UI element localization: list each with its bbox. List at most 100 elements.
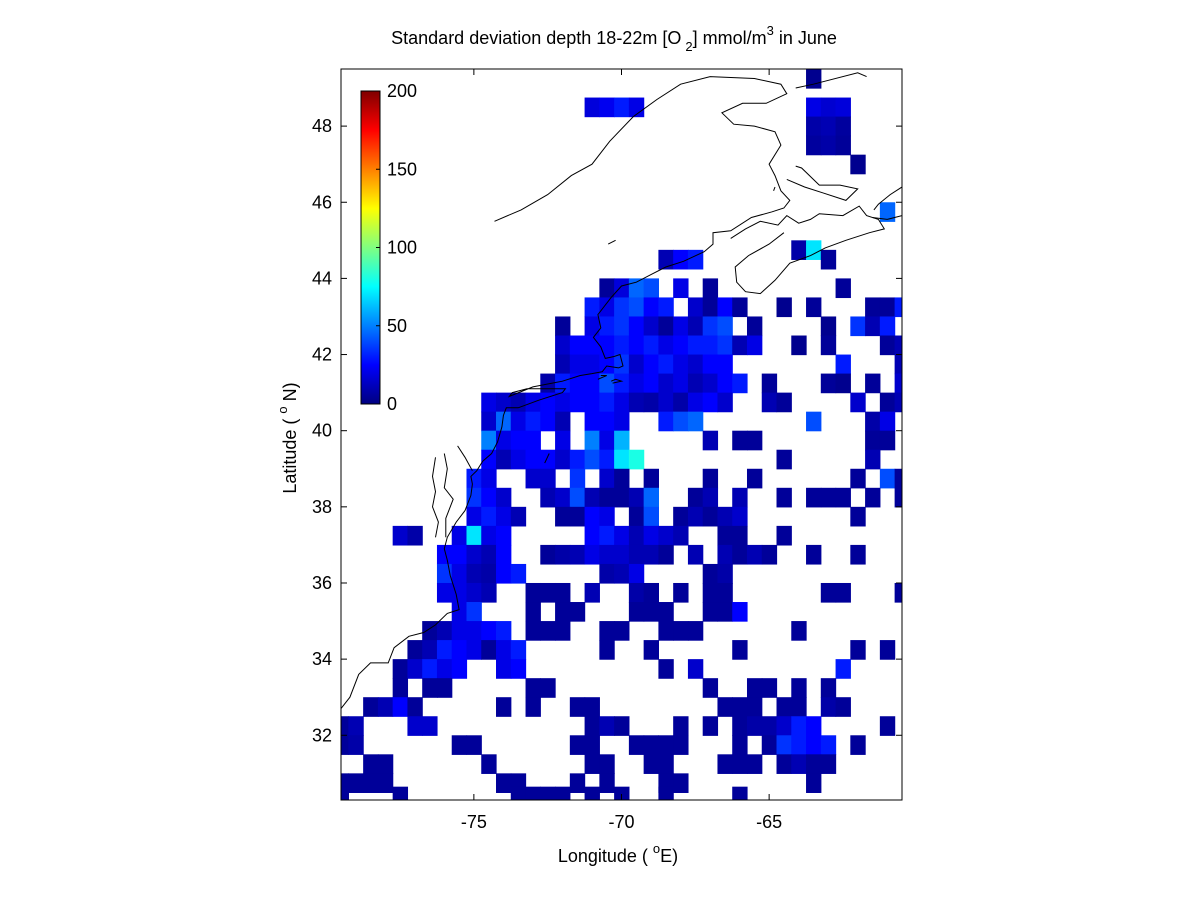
heatmap-cell [835, 135, 851, 156]
heatmap-cell [466, 563, 482, 584]
heatmap-cell [894, 335, 902, 356]
heatmap-cell [555, 582, 571, 603]
heatmap-cell [496, 659, 512, 679]
heatmap-cell [510, 392, 527, 413]
heatmap-cell [436, 659, 453, 679]
heatmap-cell [496, 411, 512, 432]
heatmap-cell [481, 563, 497, 584]
heatmap-cell [894, 297, 902, 318]
heatmap-cell [687, 506, 704, 527]
heatmap-cell [599, 278, 615, 299]
heatmap-cell [835, 116, 851, 137]
heatmap-cell [436, 678, 453, 698]
heatmap-cell [746, 716, 763, 736]
chart-title: Standard deviation depth 18-22m [O 2] mmo… [391, 23, 837, 54]
heatmap-cell [643, 354, 659, 375]
heatmap-cell [791, 697, 807, 717]
heatmap-cell [510, 506, 527, 527]
heatmap-cell [761, 716, 778, 736]
heatmap-cell [436, 544, 453, 565]
heatmap-cell [702, 354, 719, 375]
heatmap-cell [717, 602, 733, 622]
heatmap-cell [687, 249, 704, 270]
heatmap-cell [732, 487, 748, 508]
heatmap-cell [525, 621, 541, 641]
heatmap-cell [599, 487, 615, 508]
heatmap-cell [673, 506, 689, 527]
heatmap-cell [673, 716, 689, 736]
heatmap-cell [658, 373, 674, 394]
heatmap-cell [341, 735, 349, 755]
heatmap-cell [555, 602, 571, 622]
heatmap-cell [614, 335, 630, 356]
heatmap-cell [806, 716, 822, 736]
heatmap-cell [481, 640, 497, 660]
x-tick-label: -70 [608, 812, 634, 832]
heatmap-cell [673, 525, 689, 546]
heatmap-cell [555, 316, 571, 337]
heatmap-cell [835, 97, 851, 118]
heatmap-cell [525, 411, 541, 432]
heatmap-cell [614, 354, 630, 375]
heatmap-cell [806, 544, 822, 565]
y-tick-label: 46 [312, 192, 332, 212]
heatmap-cell [569, 773, 586, 793]
heatmap-cell [643, 316, 659, 337]
heatmap-cell [466, 525, 482, 546]
heatmap-cell [791, 754, 807, 774]
heatmap-cell [481, 621, 497, 641]
heatmap-cell [820, 249, 837, 270]
heatmap-cell [673, 373, 689, 394]
heatmap-cell [569, 544, 586, 565]
heatmap-cell [879, 430, 896, 451]
heatmap-cell [614, 392, 630, 413]
heatmap-cell [673, 411, 689, 432]
heatmap-cell [746, 468, 763, 489]
heatmap-cell [835, 278, 851, 299]
heatmap-cell [555, 392, 571, 413]
y-tick-label: 40 [312, 421, 332, 441]
heatmap-cell [555, 411, 571, 432]
heatmap-cell [702, 430, 719, 451]
heatmap-cell [540, 487, 556, 508]
colorbar: 0 50 100 150 200 [360, 81, 417, 414]
heatmap-cell [422, 640, 438, 660]
heatmap-cell [894, 373, 902, 394]
heatmap-cell [717, 525, 733, 546]
heatmap-cells [341, 69, 902, 800]
heatmap-cell [806, 411, 822, 432]
heatmap-cell [658, 525, 674, 546]
heatmap-cell [481, 754, 497, 774]
heatmap-cell [436, 640, 453, 660]
heatmap-cell [628, 354, 645, 375]
heatmap-cell [776, 449, 792, 470]
heatmap-cell [525, 449, 541, 470]
coastline-segment [457, 445, 473, 471]
heatmap-cell [614, 487, 630, 508]
heatmap-cell [850, 316, 866, 337]
y-tick-label: 36 [312, 573, 332, 593]
coastline-segment [607, 239, 616, 245]
heatmap-cell [820, 735, 837, 755]
heatmap-cell [850, 154, 866, 175]
heatmap-cell [599, 716, 615, 736]
heatmap-cell [407, 659, 423, 679]
heatmap-cell [628, 506, 645, 527]
heatmap-cell [776, 392, 792, 413]
heatmap-cell [643, 735, 659, 755]
heatmap-cell [496, 697, 512, 717]
heatmap-cell [628, 525, 645, 546]
heatmap-cell [732, 525, 748, 546]
heatmap-cell [673, 735, 689, 755]
heatmap-cell [481, 430, 497, 451]
heatmap-cell [466, 468, 482, 489]
heatmap-cell [555, 487, 571, 508]
y-axis-label: Latitude ( o N) [275, 382, 300, 493]
heatmap-cell [540, 449, 556, 470]
heatmap-cell [599, 392, 615, 413]
heatmap-cell [717, 563, 733, 584]
heatmap-cell [658, 659, 674, 679]
heatmap-cell [702, 487, 719, 508]
colorbar-tick-label: 150 [387, 159, 417, 179]
heatmap-cell [363, 773, 379, 793]
